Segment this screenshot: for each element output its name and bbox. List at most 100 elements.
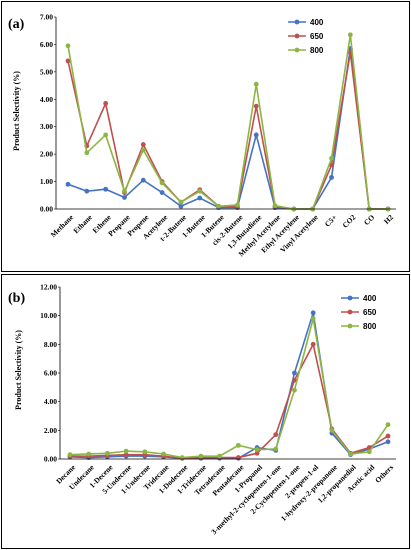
data-point	[310, 341, 316, 347]
series-line-800	[69, 318, 389, 459]
data-point	[329, 175, 334, 180]
panel-b-series	[67, 310, 391, 461]
data-point	[272, 203, 278, 209]
panel-a: (a) Product Selectivity (%) 0.00 1.00 2.00…	[8, 13, 396, 258]
data-point	[140, 177, 146, 183]
data-point	[235, 202, 240, 208]
y-tick-label: 6.00	[44, 369, 57, 378]
panel-a-frame	[1, 1, 410, 272]
data-point	[122, 188, 127, 194]
y-tick-label: 3.00	[40, 122, 53, 131]
data-point	[178, 199, 184, 205]
panel-a-legend: 400 650 800	[288, 18, 324, 55]
data-point	[159, 180, 165, 186]
data-point	[122, 195, 127, 200]
series-line-650	[67, 52, 388, 210]
panel-a-x-ticks: MethaneEthaneEthenePropanePropeneAcetyle…	[49, 212, 396, 258]
y-tick-label: 0.00	[40, 205, 53, 214]
data-point	[65, 58, 71, 64]
data-point	[273, 432, 279, 438]
data-point	[329, 427, 335, 433]
data-point	[254, 447, 260, 453]
panel-b-y-axis-label: Product Selectivity (%)	[14, 330, 23, 410]
data-point	[253, 103, 259, 109]
legend-swatch-marker	[294, 47, 300, 53]
data-point	[310, 310, 316, 316]
y-tick-label: 0.00	[44, 455, 57, 464]
data-point	[292, 387, 297, 393]
legend-entry-label: 800	[310, 46, 324, 55]
legend-swatch-marker	[347, 295, 353, 301]
series-line-400	[67, 48, 388, 210]
legend-swatch-marker	[294, 19, 300, 25]
series-line-400	[69, 312, 389, 460]
panel-a-label: (a)	[8, 17, 25, 32]
data-point	[253, 81, 259, 87]
data-point	[348, 451, 353, 457]
panel-a-y-ticks: 0.00 1.00 2.00 3.00 4.00 5.00 6.00 7.00	[40, 13, 56, 214]
data-point	[254, 450, 260, 456]
legend-entry-label: 650	[310, 32, 324, 41]
panel-b-y-ticks: 0.00 2.00 4.00 6.00 8.00 10.00 12.00	[40, 283, 60, 464]
data-point	[217, 453, 223, 459]
data-point	[385, 433, 391, 439]
panel-b-label: (b)	[8, 291, 25, 306]
x-tick-label: Ethane	[71, 212, 94, 235]
data-point	[86, 451, 92, 457]
data-point	[385, 422, 391, 427]
y-tick-label: 4.00	[44, 397, 57, 406]
data-point	[197, 195, 203, 201]
data-point	[159, 190, 165, 195]
data-point	[178, 203, 184, 209]
y-tick-label: 12.00	[40, 283, 57, 292]
data-point	[292, 377, 297, 383]
data-point	[253, 132, 259, 138]
data-point	[235, 442, 241, 448]
legend-swatch-marker	[347, 309, 353, 315]
data-point	[67, 452, 73, 458]
y-tick-label: 2.00	[40, 150, 53, 159]
data-point	[161, 451, 166, 457]
data-point	[103, 132, 109, 138]
y-tick-label: 8.00	[44, 340, 57, 349]
data-point	[65, 43, 71, 49]
y-tick-label: 1.00	[40, 177, 53, 186]
data-point	[197, 188, 203, 194]
data-point	[140, 147, 146, 153]
panel-b: (b) Product Selectivity (%) 0.00 2.00 4.00…	[8, 283, 396, 536]
data-point	[216, 203, 221, 209]
data-point	[105, 450, 110, 456]
data-point	[142, 449, 148, 455]
y-tick-label: 4.00	[40, 95, 53, 104]
panel-a-y-axis-label: Product Selectivity (%)	[12, 71, 21, 151]
legend-entry-label: 400	[363, 294, 377, 303]
panel-b-frame	[1, 274, 410, 549]
x-tick-label: CO2	[341, 213, 358, 230]
x-tick-label: C5+	[323, 213, 339, 229]
legend-swatch-marker	[347, 323, 353, 329]
data-point	[103, 101, 109, 106]
panel-a-series	[65, 32, 391, 212]
legend-swatch-marker	[294, 33, 300, 39]
data-point	[273, 446, 279, 452]
x-tick-label: Others	[373, 463, 395, 485]
data-point	[366, 449, 372, 455]
y-tick-label: 2.00	[44, 426, 57, 435]
x-tick-label: Methane	[49, 212, 76, 239]
data-point	[65, 181, 71, 187]
data-point	[385, 439, 391, 445]
series-line-650	[70, 342, 389, 460]
y-tick-label: 5.00	[40, 67, 53, 76]
x-tick-label: CO	[362, 213, 376, 227]
series-line-800	[67, 34, 388, 210]
data-point	[103, 186, 109, 192]
legend-entry-label: 800	[363, 322, 377, 331]
data-point	[84, 188, 90, 194]
legend-entry-label: 400	[310, 18, 324, 27]
panel-b-legend: 400 650 800	[341, 294, 377, 331]
data-point	[84, 150, 90, 156]
x-tick-label: H2	[382, 213, 395, 226]
data-point	[329, 155, 334, 161]
data-point	[123, 448, 129, 454]
